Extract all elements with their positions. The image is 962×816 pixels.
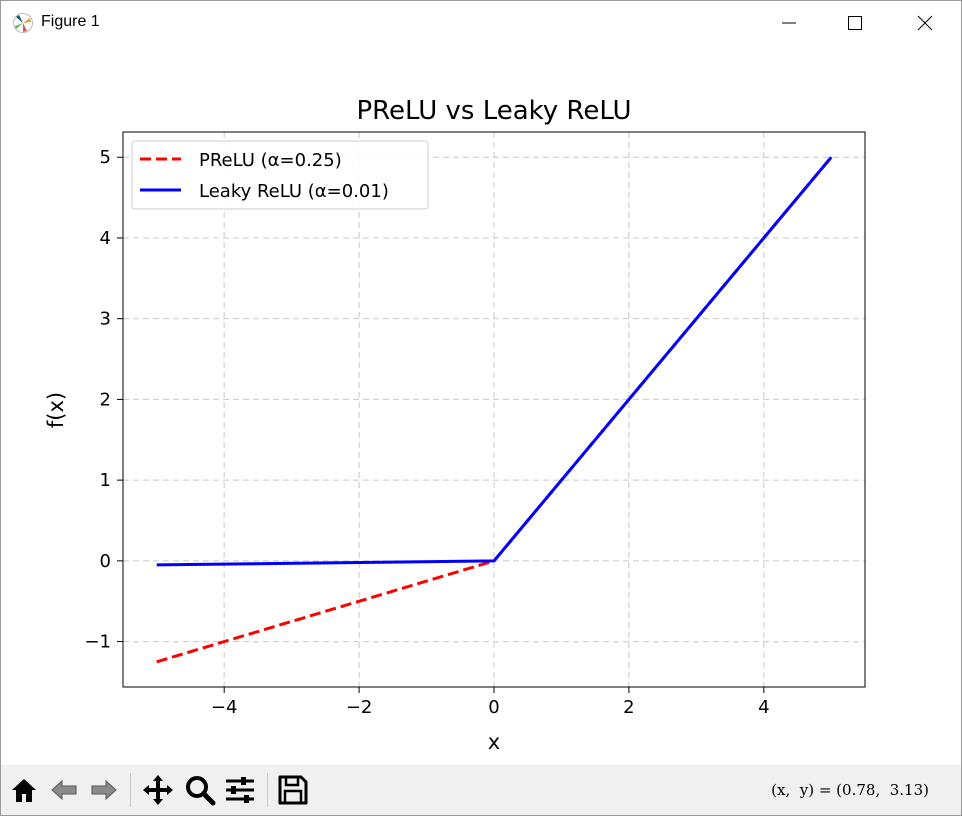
y-axis-label: f(x) <box>44 392 68 428</box>
y-tick-label: 3 <box>100 309 111 330</box>
close-button[interactable] <box>895 1 955 45</box>
zoom-button[interactable] <box>183 773 217 807</box>
matplotlib-icon <box>12 12 34 34</box>
back-arrow-icon <box>51 779 77 801</box>
x-tick-label: −2 <box>346 697 373 718</box>
x-tick-label: 2 <box>623 697 634 718</box>
minimize-icon <box>782 22 796 24</box>
forward-button[interactable] <box>87 773 121 807</box>
cursor-coordinates: (x, y) = (0.78, 3.13) <box>771 781 929 799</box>
pan-button[interactable] <box>141 773 175 807</box>
ticks: −4 −2 0 2 4 −1 0 1 2 3 4 5 <box>84 147 769 718</box>
window-title: Figure 1 <box>41 13 100 30</box>
y-tick-label: −1 <box>84 632 111 653</box>
pan-icon <box>143 775 173 805</box>
save-icon <box>278 775 308 805</box>
chart-title: PReLU vs Leaky ReLU <box>356 96 631 126</box>
configure-subplots-icon <box>226 777 254 803</box>
home-icon <box>12 779 36 802</box>
maximize-icon <box>848 16 862 30</box>
legend-box <box>131 140 429 210</box>
y-tick-label: 0 <box>100 551 111 572</box>
x-tick-label: 4 <box>758 697 769 718</box>
x-tick-label: −4 <box>211 697 238 718</box>
x-axis-label: x <box>488 730 500 754</box>
legend-label-leaky-relu: Leaky ReLU (α=0.01) <box>199 181 389 202</box>
grid <box>123 132 865 687</box>
title-bar: Figure 1 <box>1 1 961 45</box>
minimize-button[interactable] <box>759 1 819 45</box>
legend: PReLU (α=0.25) Leaky ReLU (α=0.01) <box>131 140 429 210</box>
back-button[interactable] <box>47 773 81 807</box>
home-button[interactable] <box>7 773 41 807</box>
leaky-relu-line <box>156 156 833 567</box>
navigation-toolbar: (x, y) = (0.78, 3.13) <box>1 765 961 815</box>
save-button[interactable] <box>276 773 310 807</box>
toolbar-separator <box>267 773 268 807</box>
zoom-icon <box>186 776 216 806</box>
figure-canvas[interactable]: −4 −2 0 2 4 −1 0 1 2 3 4 5 PReLU vs Leaky ReLU x f(… <box>1 45 961 765</box>
configure-subplots-button[interactable] <box>223 773 257 807</box>
x-tick-label: 0 <box>488 697 499 718</box>
y-tick-label: 2 <box>100 389 111 410</box>
forward-arrow-icon <box>91 779 117 801</box>
y-tick-label: 5 <box>100 147 111 168</box>
maximize-button[interactable] <box>825 1 885 45</box>
close-icon <box>917 15 933 31</box>
chart: −4 −2 0 2 4 −1 0 1 2 3 4 5 PReLU vs Leaky ReLU x f(… <box>44 96 866 754</box>
toolbar-separator <box>130 773 131 807</box>
y-tick-label: 4 <box>100 228 111 249</box>
y-tick-label: 1 <box>100 470 111 491</box>
legend-label-prelu: PReLU (α=0.25) <box>199 150 342 171</box>
series-lines <box>156 156 833 664</box>
